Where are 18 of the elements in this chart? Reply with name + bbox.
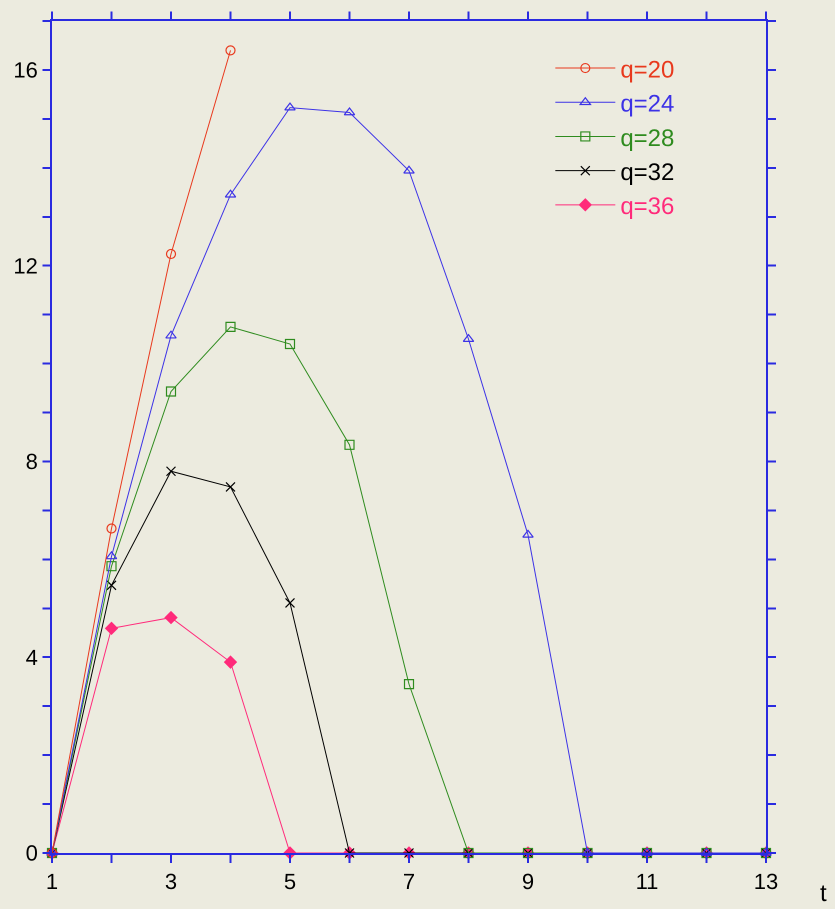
legend-label: q=24 — [620, 90, 674, 118]
y-tick-label: 16 — [13, 58, 38, 83]
x-tick-label: 5 — [284, 869, 296, 894]
y-tick-label: 0 — [26, 840, 38, 866]
legend-label: q=36 — [620, 193, 674, 220]
x-tick-label: 3 — [164, 869, 178, 894]
y-tick-label: 8 — [26, 449, 38, 474]
x-tick-label: 7 — [402, 869, 416, 894]
y-tick-label: 12 — [13, 253, 38, 278]
x-tick-label: 9 — [522, 869, 534, 894]
x-tick-label: 13 — [754, 869, 778, 894]
legend-label: q=32 — [620, 159, 674, 186]
x-axis-title: t — [820, 880, 827, 907]
legend-label: q=20 — [620, 56, 674, 84]
x-tick-label: 11 — [636, 869, 658, 894]
x-tick-label: 1 — [46, 869, 58, 894]
legend-label: q=28 — [620, 124, 674, 152]
y-tick-label: 4 — [26, 644, 38, 670]
